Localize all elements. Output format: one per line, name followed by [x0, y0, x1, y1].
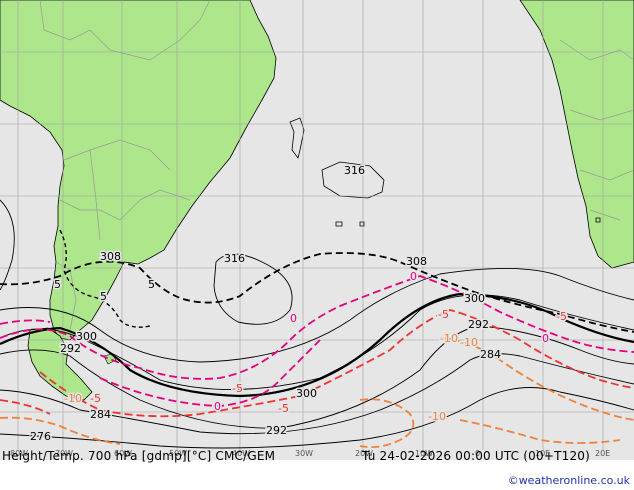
longitude-label: 60W [114, 449, 132, 458]
longitude-label: 20E [595, 449, 610, 458]
temperature-isotherm-label: 0 [410, 270, 417, 283]
height-contour-label: 292 [266, 424, 287, 437]
longitude-label: 50W [169, 449, 187, 458]
south-america-landmass [0, 0, 277, 341]
temperature-isotherm-label: -10 [64, 392, 82, 405]
temperature-isotherm-label: 0 [214, 400, 221, 413]
temperature-isotherm-label: 5 [54, 278, 61, 291]
falklands [103, 353, 117, 365]
longitude-label: 10E [535, 449, 550, 458]
temperature-isotherm-label: -10 [460, 336, 478, 349]
height-contour-label: 316 [344, 164, 365, 177]
longitude-label: 10W [415, 449, 433, 458]
longitude-label: 30W [295, 449, 313, 458]
height-contour-label: 292 [60, 342, 81, 355]
temperature-isotherm-label: 0 [290, 312, 297, 325]
lat-lon-grid [0, 0, 634, 450]
height-contour-label: 276 [30, 430, 51, 443]
longitude-label: 40W [232, 449, 250, 458]
longitude-label: 0 [475, 449, 480, 458]
temperature-isotherm-label: 5 [148, 278, 155, 291]
longitude-label: 80W [10, 449, 28, 458]
height-contour-label: 284 [90, 408, 111, 421]
temperature-isotherm-label: -5 [232, 382, 243, 395]
temperature-isotherm-label: -10 [428, 410, 446, 423]
height-contour-label: 300 [76, 330, 97, 343]
height-contour-label: 292 [468, 318, 489, 331]
temperature-isotherms [0, 275, 634, 449]
coast-dashed-outline [59, 229, 151, 328]
map-title-right: Tu 24-02-2026 00:00 UTC (00+T120) [362, 449, 591, 463]
credit-link[interactable]: ©weatheronline.co.uk [507, 474, 630, 487]
map-title-left: Height/Temp. 700 hPa [gdmp][°C] CMC/GEM [2, 449, 276, 463]
longitude-label: 20W [355, 449, 373, 458]
height-contour-label: 284 [480, 348, 501, 361]
longitude-labels: 80W 70W 60W 50W 40W 30W 20W 10W 0 10E 20E [10, 449, 610, 458]
temperature-isotherm-label: -5 [438, 308, 449, 321]
height-contour-308-dashed [0, 252, 634, 333]
temperature-isotherm-label: -5 [278, 402, 289, 415]
height-contour-label: 308 [406, 255, 427, 268]
height-contour-label: 300 [464, 292, 485, 305]
africa-landmass [519, 0, 634, 269]
longitude-label: 70W [55, 449, 73, 458]
temperature-isotherm-label: -5 [556, 310, 567, 323]
temperature-isotherm-label: 0 [542, 332, 549, 345]
height-contour-label: 300 [296, 387, 317, 400]
temperature-isotherm-label: 5 [100, 290, 107, 303]
footer-area [0, 460, 634, 490]
patagonia-tip [27, 327, 93, 401]
height-contour-label: 308 [100, 250, 121, 263]
atlantic-islands [289, 117, 601, 227]
height-contour-label: 316 [224, 252, 245, 265]
height-contours [0, 199, 634, 449]
temperature-isotherm-label: -10 [440, 332, 458, 345]
temperature-isotherm-label: -5 [90, 392, 101, 405]
